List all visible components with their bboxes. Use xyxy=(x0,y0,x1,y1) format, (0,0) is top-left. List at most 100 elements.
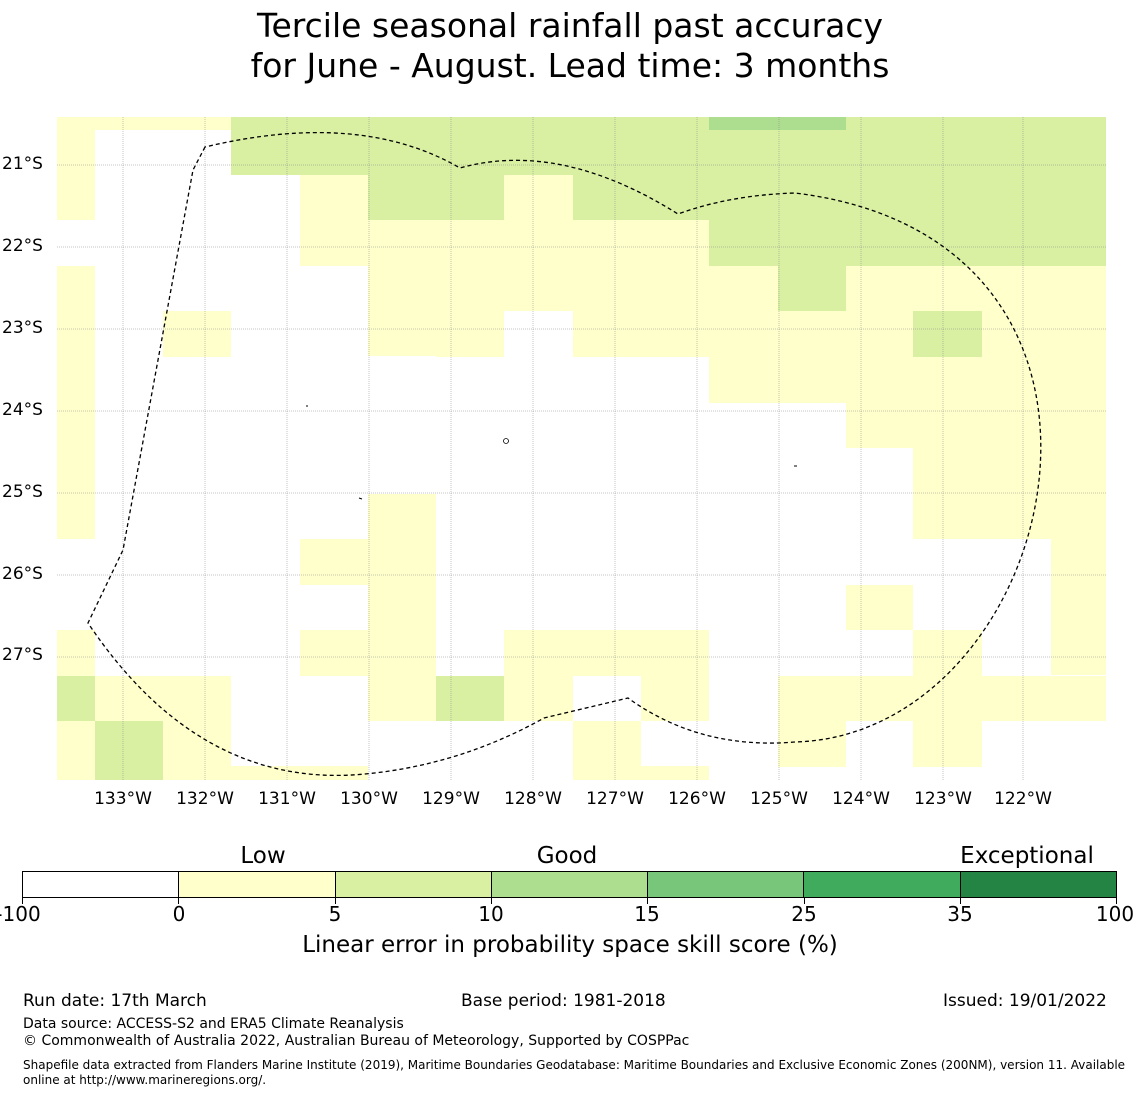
skill-cell xyxy=(436,676,504,721)
island-marker xyxy=(358,497,363,500)
colorbar-tick xyxy=(491,898,492,904)
colorbar-tick xyxy=(647,898,648,904)
colorbar-tick xyxy=(22,898,23,904)
colorbar-category-low: Low xyxy=(240,843,286,869)
graticule xyxy=(57,117,1106,780)
colorbar-category-good: Good xyxy=(536,843,598,869)
skill-cell xyxy=(504,630,709,676)
colorbar-tick-label: -100 xyxy=(0,902,41,926)
lon-label: 128°W xyxy=(504,789,562,809)
skill-cell xyxy=(300,175,368,266)
skill-cell xyxy=(709,175,1106,266)
skill-cell xyxy=(709,130,1106,175)
skill-cell xyxy=(641,766,709,780)
skill-cell xyxy=(95,676,231,721)
skill-cell xyxy=(913,721,982,767)
skill-cell xyxy=(231,766,368,780)
lon-label: 129°W xyxy=(422,789,480,809)
skill-cell xyxy=(368,311,436,356)
lat-label: 27°S xyxy=(2,645,43,665)
skill-cell xyxy=(778,266,846,311)
lat-label: 25°S xyxy=(2,482,43,502)
skill-cell xyxy=(641,676,709,721)
colorbar-tick xyxy=(335,898,336,904)
run-date: Run date: 17th March xyxy=(23,991,207,1011)
skill-cell xyxy=(913,448,1106,539)
skill-score-map xyxy=(57,117,1106,780)
lon-label: 125°W xyxy=(750,789,808,809)
skill-cell xyxy=(846,403,913,448)
lon-label: 132°W xyxy=(176,789,234,809)
skill-cell xyxy=(368,494,436,721)
skill-cell xyxy=(846,266,1106,311)
skill-cell xyxy=(57,721,95,780)
skill-cell xyxy=(57,630,95,676)
skill-cell xyxy=(231,130,368,175)
skill-cell xyxy=(913,357,1106,448)
skill-cell xyxy=(368,175,504,220)
skill-cell xyxy=(57,130,95,220)
colorbar-tick-label: 35 xyxy=(947,902,973,926)
skill-cell xyxy=(163,721,231,780)
colorbar-tick-label: 5 xyxy=(328,902,342,926)
lat-label: 26°S xyxy=(2,564,43,584)
skill-cell xyxy=(778,676,1106,721)
lon-label: 124°W xyxy=(832,789,890,809)
skill-cell xyxy=(573,311,709,357)
colorbar-tick-label: 10 xyxy=(478,902,504,926)
skill-cell xyxy=(436,311,504,357)
colorbar-tick xyxy=(1116,898,1117,904)
colorbar-segment xyxy=(335,872,492,897)
map-title-line-2: for June - August. Lead time: 3 months xyxy=(250,46,890,85)
skill-cell xyxy=(57,676,95,721)
lon-label: 126°W xyxy=(668,789,726,809)
colorbar-category-exceptional: Exceptional xyxy=(960,843,1094,869)
skill-cell xyxy=(163,311,231,357)
skill-cell xyxy=(1051,539,1106,675)
colorbar-tick-label: 25 xyxy=(791,902,817,926)
skill-cell xyxy=(709,266,778,403)
colorbar-tick xyxy=(178,898,179,904)
shapefile-credit: Shapefile data extracted from Flanders M… xyxy=(23,1058,1126,1087)
colorbar-segment xyxy=(804,872,961,897)
skill-cell xyxy=(573,721,641,780)
issued-date: Issued: 19/01/2022 xyxy=(943,991,1107,1011)
lon-label: 127°W xyxy=(586,789,644,809)
colorbar-tick-label: 100 xyxy=(1095,902,1135,926)
skill-cell xyxy=(913,311,982,357)
colorbar xyxy=(22,871,1117,898)
colorbar-tick-label: 0 xyxy=(172,902,186,926)
colorbar-tick xyxy=(960,898,961,904)
eez-boundary xyxy=(87,131,1042,776)
skill-cell xyxy=(95,721,163,780)
skill-cell xyxy=(846,117,1106,130)
skill-cell xyxy=(573,175,709,220)
lon-label: 122°W xyxy=(994,789,1052,809)
map-title-line-1: Tercile seasonal rainfall past accuracy xyxy=(256,6,884,45)
skill-cell xyxy=(368,220,709,311)
copyright: © Commonwealth of Australia 2022, Austra… xyxy=(23,1033,690,1049)
skill-cell xyxy=(504,175,573,220)
lon-label: 133°W xyxy=(94,789,152,809)
skill-cell xyxy=(778,311,913,403)
skill-cell xyxy=(300,630,368,676)
colorbar-segment xyxy=(23,872,180,897)
colorbar-segment xyxy=(491,872,649,897)
colorbar-tick-label: 15 xyxy=(634,902,660,926)
lon-label: 131°W xyxy=(258,789,316,809)
lat-label: 23°S xyxy=(2,318,43,338)
skill-cell xyxy=(913,630,982,676)
colorbar-segment xyxy=(179,872,336,897)
lon-label: 123°W xyxy=(914,789,972,809)
lat-label: 22°S xyxy=(2,236,43,256)
base-period: Base period: 1981-2018 xyxy=(461,991,666,1011)
data-source: Data source: ACCESS-S2 and ERA5 Climate … xyxy=(23,1016,404,1032)
skill-cell xyxy=(368,130,709,175)
skill-cell xyxy=(709,117,846,130)
skill-cell xyxy=(982,311,1106,357)
colorbar-axis-label: Linear error in probability space skill … xyxy=(302,932,838,958)
skill-cell xyxy=(231,117,709,130)
skill-cell xyxy=(778,721,846,767)
lon-label: 130°W xyxy=(340,789,398,809)
skill-cell xyxy=(504,676,573,721)
